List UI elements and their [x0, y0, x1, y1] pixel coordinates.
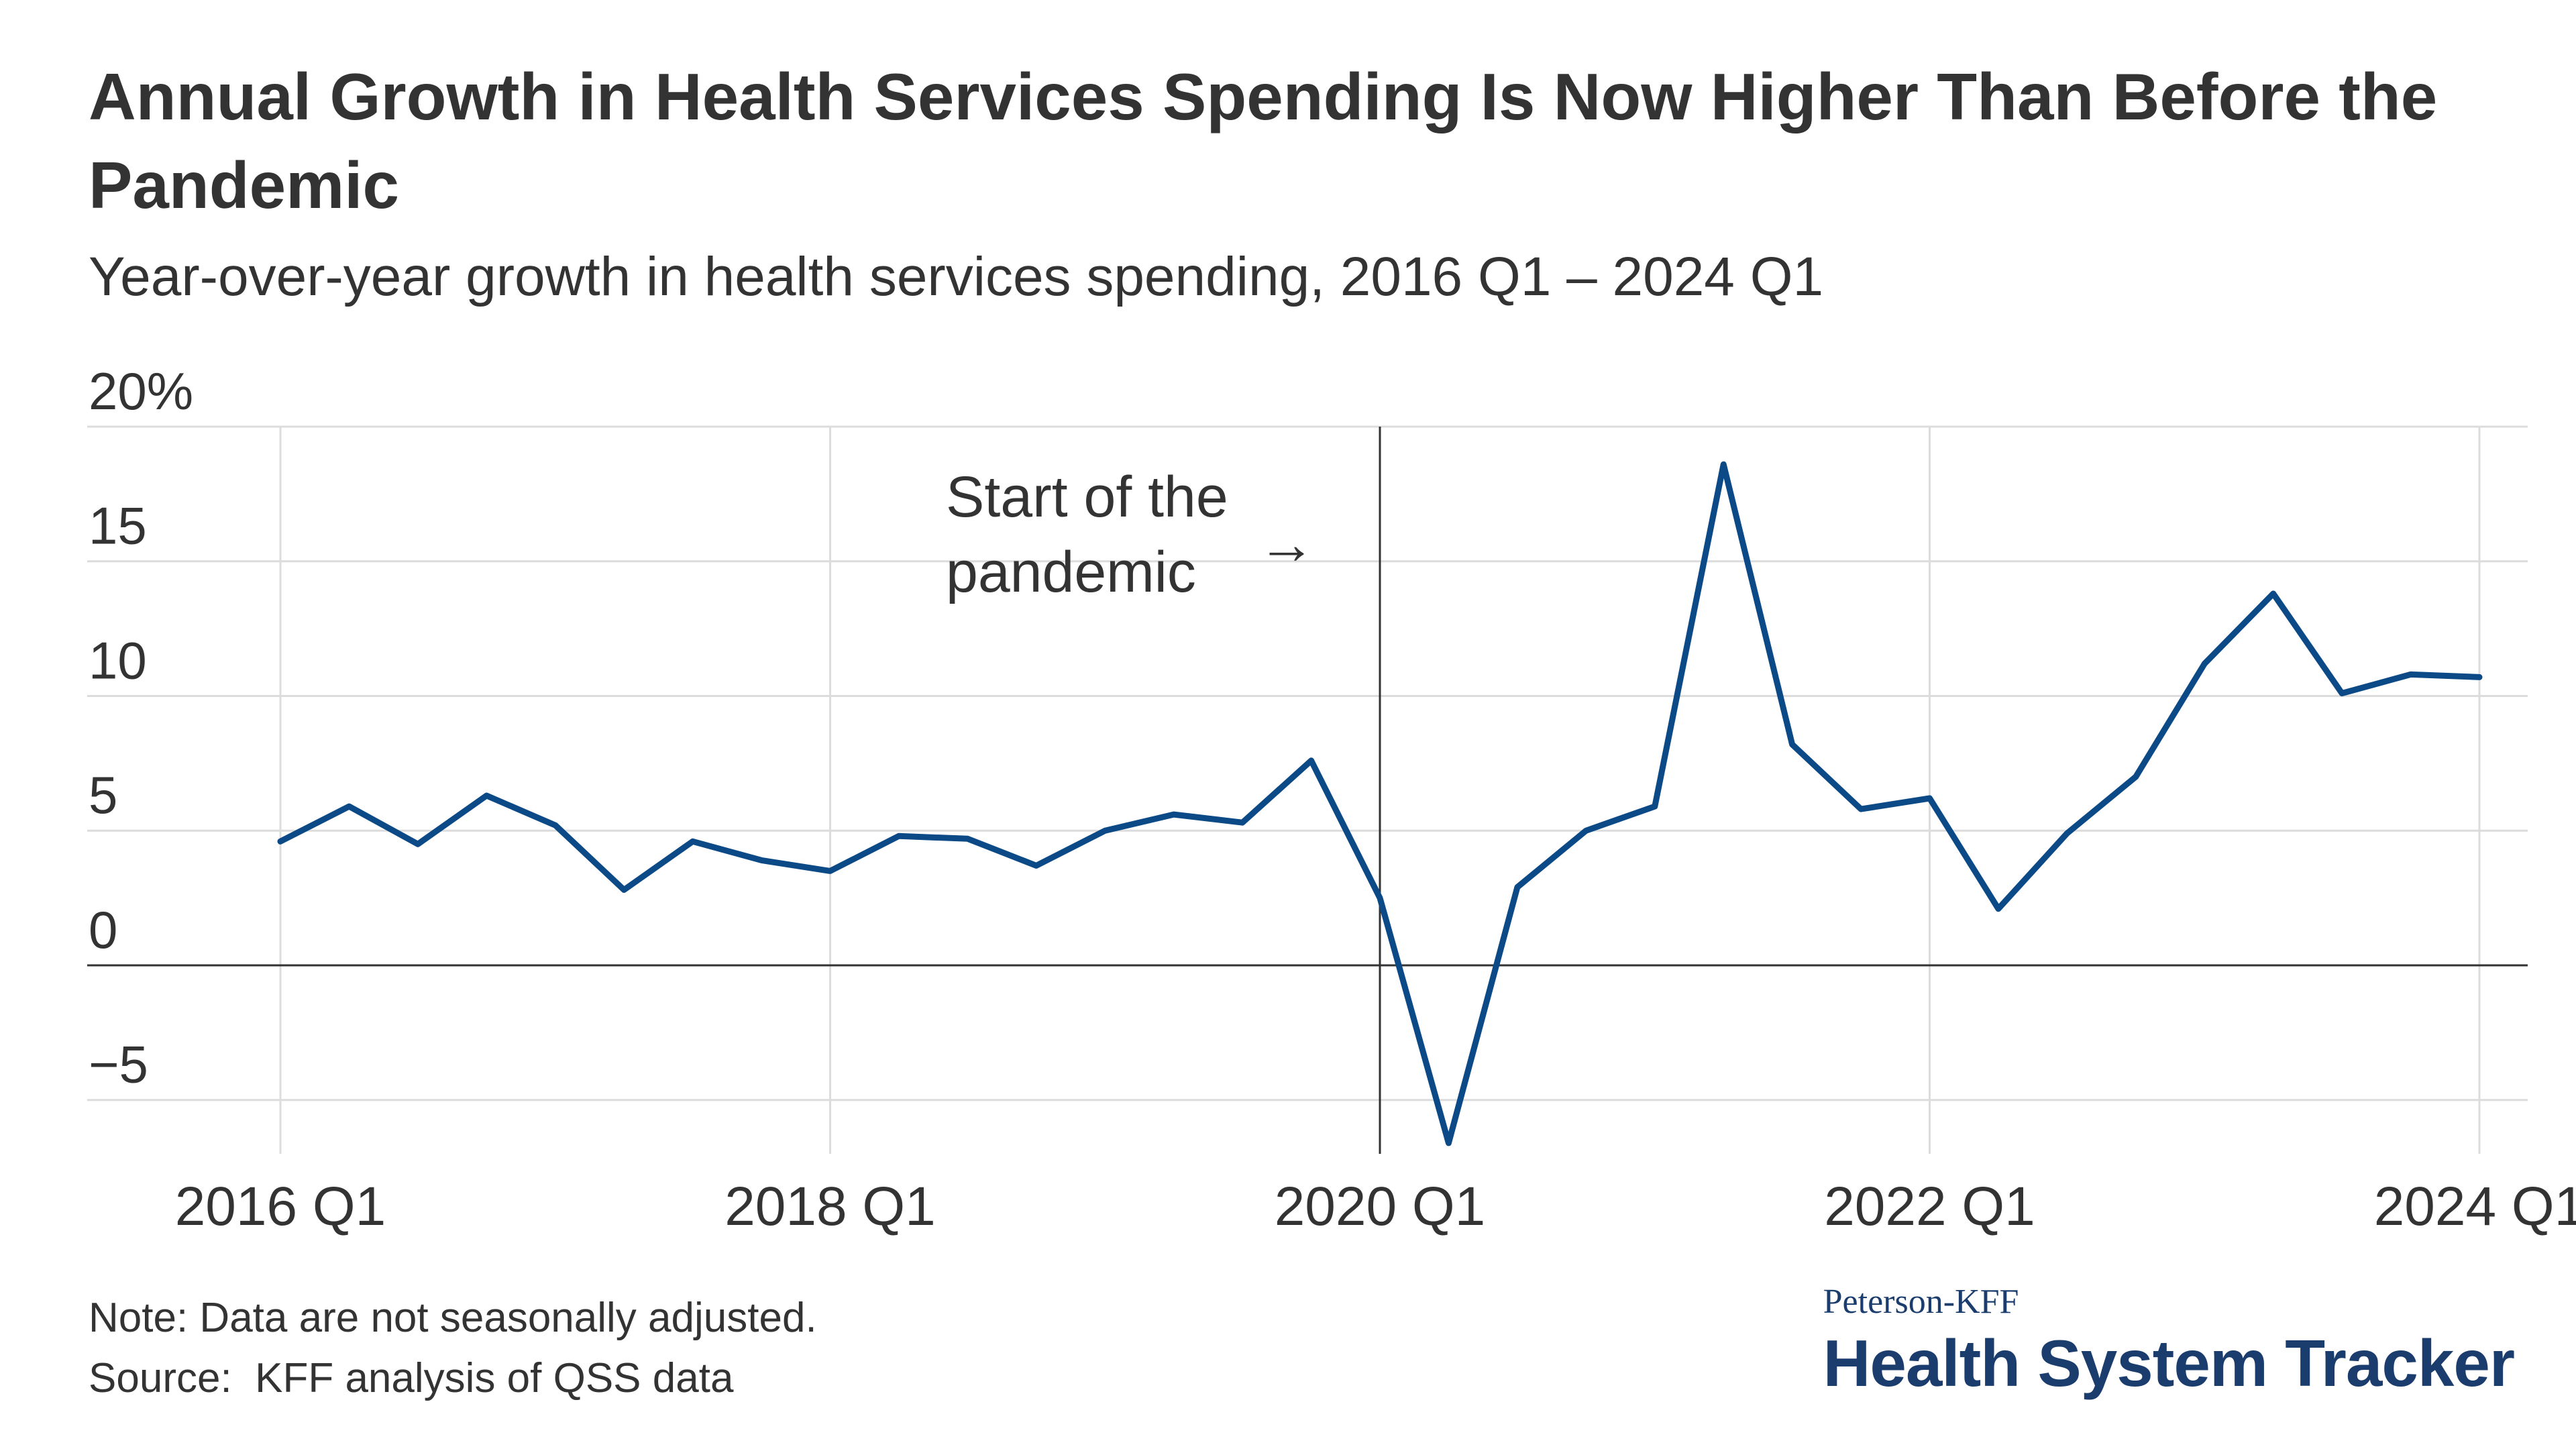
- chart-subtitle: Year-over-year growth in health services…: [89, 246, 1824, 307]
- x-tick-label: 2016 Q1: [175, 1176, 386, 1237]
- data-point: [1514, 884, 1521, 891]
- footnote: Note: Data are not seasonally adjusted. …: [89, 1288, 817, 1409]
- data-point: [2476, 674, 2483, 680]
- data-point: [758, 857, 765, 863]
- x-tick-label: 2020 Q1: [1275, 1176, 1486, 1237]
- data-point: [2339, 690, 2345, 696]
- line-chart: Start of the pandemic → 20% 15 10 5 0 −5 2016 Q1…: [87, 362, 2576, 1237]
- data-point: [2063, 830, 2070, 837]
- chart-title: Annual Growth in Health Services Spendin…: [89, 60, 2438, 222]
- data-point: [1171, 811, 1177, 818]
- x-tick-label: 2022 Q1: [1824, 1176, 2035, 1237]
- data-point: [1239, 819, 1246, 826]
- data-point: [2270, 590, 2277, 597]
- series-line: [277, 461, 2483, 1146]
- data-point: [1445, 1140, 1452, 1146]
- x-tick-label: 2024 Q1: [2374, 1176, 2576, 1237]
- data-point: [1927, 795, 1933, 802]
- tick-labels: 20% 15 10 5 0 −5 2016 Q1 2018 Q1 2020 Q1 2022 Q1 2…: [89, 362, 2576, 1237]
- data-point: [2408, 671, 2414, 678]
- data-point: [1308, 757, 1315, 764]
- data-point: [1377, 895, 1383, 902]
- data-point: [896, 833, 902, 839]
- data-point: [415, 841, 421, 847]
- data-point: [1033, 862, 1040, 869]
- data-point: [552, 822, 559, 828]
- y-tick-label: 10: [89, 631, 147, 690]
- annotation-text: pandemic: [946, 540, 1196, 604]
- data-point: [2133, 773, 2139, 780]
- brand-big-text: Health System Tracker: [1823, 1326, 2515, 1400]
- data-point: [483, 792, 490, 799]
- data-point: [621, 887, 627, 894]
- brand-small-text: Peterson-KFF: [1823, 1283, 2019, 1321]
- pandemic-annotation: Start of the pandemic →: [946, 427, 1381, 1154]
- gridlines: [87, 425, 2528, 1154]
- note-text: Note: Data are not seasonally adjusted.: [89, 1295, 817, 1341]
- data-point: [1582, 827, 1589, 834]
- data-point: [964, 835, 971, 842]
- data-point: [827, 867, 834, 874]
- data-point: [2201, 660, 2208, 667]
- y-tick-label: 20%: [89, 362, 193, 421]
- data-point: [277, 838, 284, 845]
- annotation-arrow: →: [1258, 512, 1316, 576]
- series: [277, 461, 2483, 1146]
- data-point: [1652, 803, 1658, 810]
- data-point: [1789, 741, 1796, 748]
- y-tick-label: −5: [89, 1035, 148, 1094]
- source-text: Source: KFF analysis of QSS data: [89, 1355, 734, 1401]
- data-point: [1995, 906, 2002, 912]
- annotation-text: Start of the: [946, 465, 1228, 529]
- data-point: [1720, 461, 1727, 468]
- data-point: [690, 838, 696, 845]
- y-tick-label: 0: [89, 900, 117, 959]
- brand-logo: Peterson-KFF Health System Tracker: [1823, 1280, 2515, 1402]
- y-tick-label: 5: [89, 765, 117, 824]
- data-point: [345, 803, 352, 810]
- x-tick-label: 2018 Q1: [724, 1176, 936, 1237]
- data-point: [1102, 827, 1108, 834]
- data-point: [1858, 806, 1864, 812]
- y-tick-label: 15: [89, 496, 147, 555]
